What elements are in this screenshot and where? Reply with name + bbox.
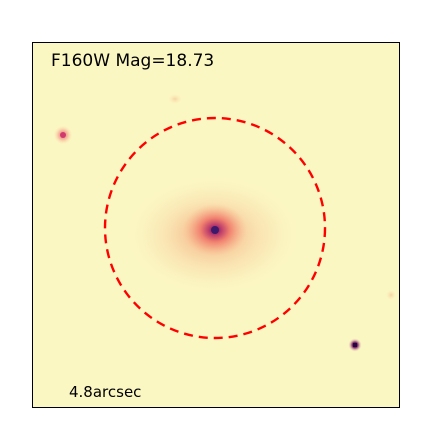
compact-source-core (60, 132, 66, 138)
faint-source-right (385, 289, 397, 301)
image-title: F160W Mag=18.73 (51, 51, 215, 71)
aperture-circle (103, 116, 327, 340)
point-source-core (353, 343, 357, 347)
faint-source (167, 93, 183, 105)
image-panel: F160W Mag=18.73 4.8arcsec (32, 42, 400, 408)
galaxy-cutout (33, 43, 399, 407)
galaxy-nucleus (211, 226, 219, 234)
scale-label: 4.8arcsec (69, 383, 142, 401)
